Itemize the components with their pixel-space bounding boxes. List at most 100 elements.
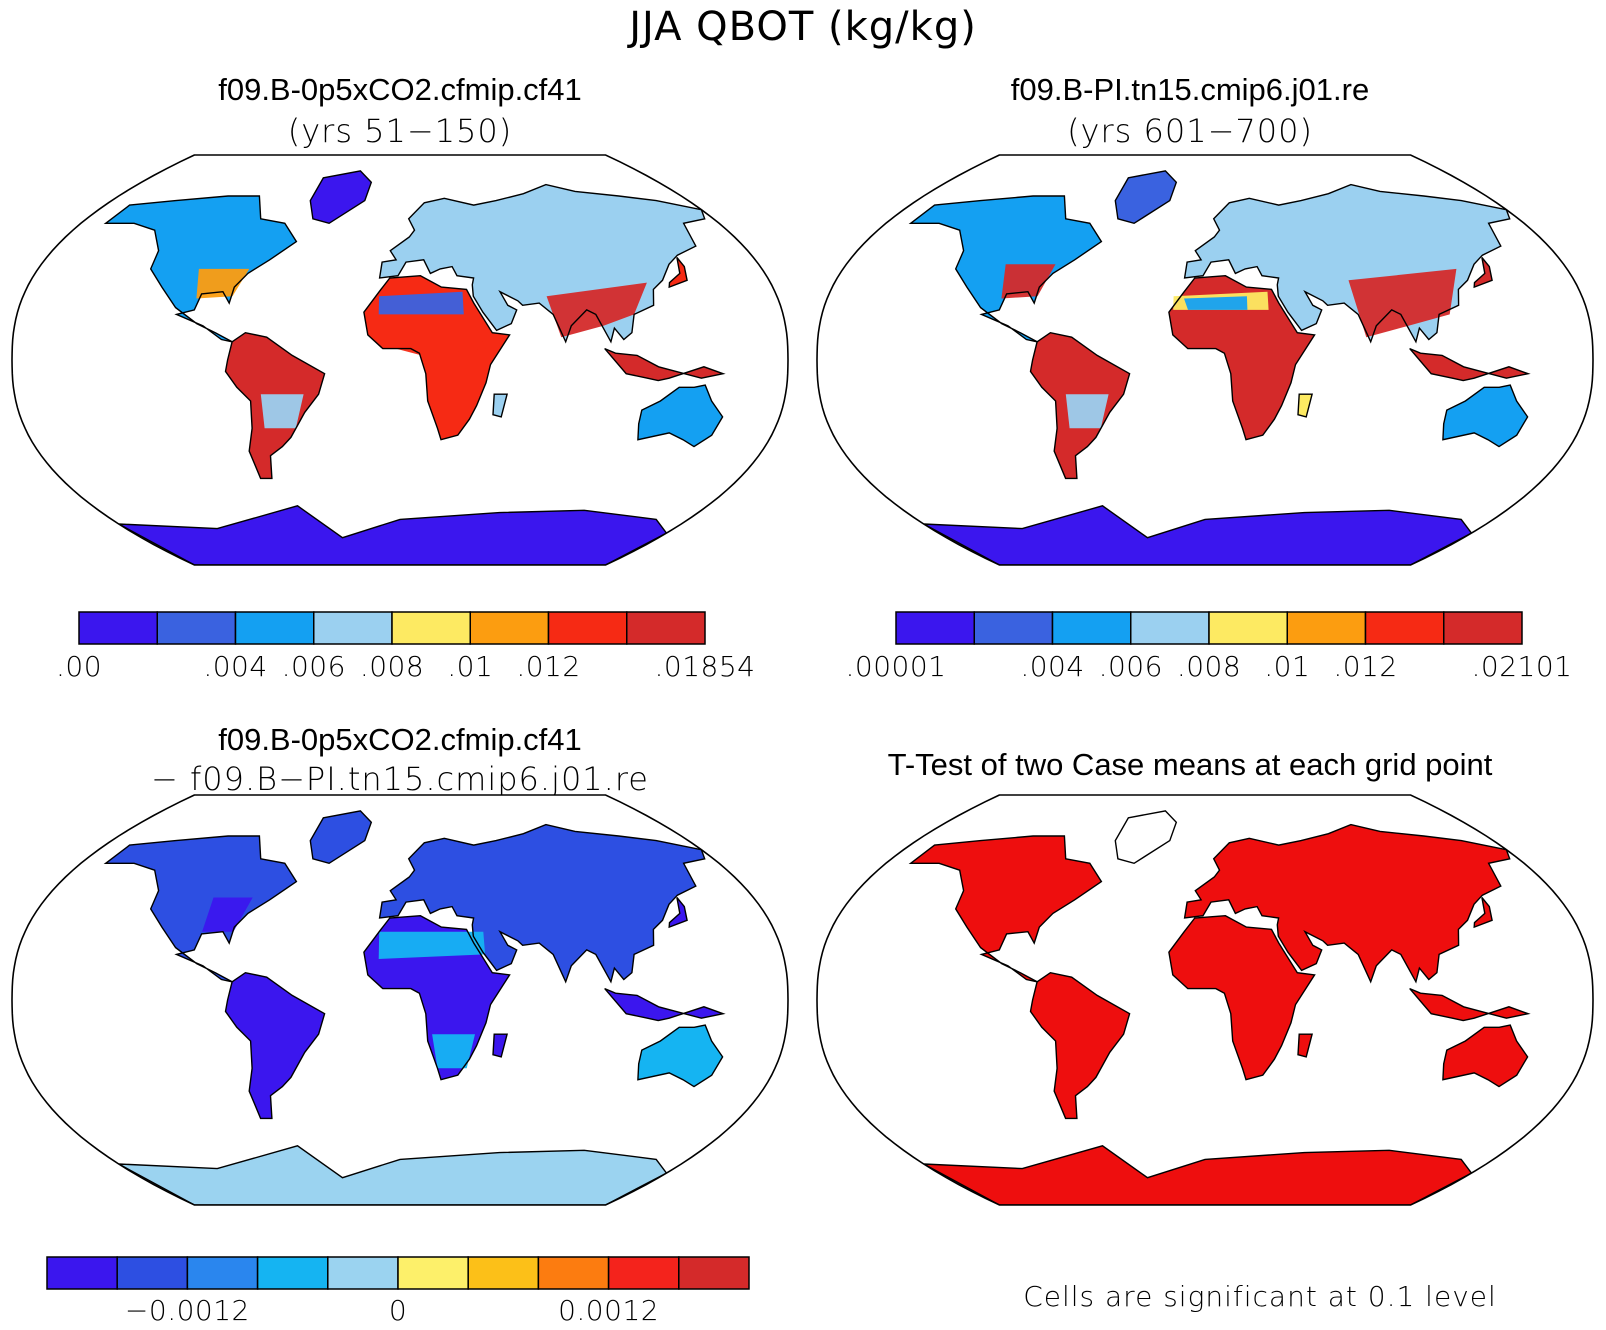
- panel1-title: f09.B-0p5xCO2.cfmip.cf41: [218, 72, 582, 107]
- map-border: [11, 794, 789, 1206]
- land-samerica: [1030, 972, 1130, 1119]
- colorbar-0p5xco2: [78, 611, 706, 645]
- map-panel-ttest: [816, 794, 1594, 1206]
- coastline-greenland: [1114, 170, 1178, 225]
- coastline-samerica: [224, 971, 326, 1120]
- colorbar-pi: [895, 611, 1523, 645]
- land-madagascar: [493, 1034, 508, 1057]
- colorbar-swatch: [46, 1256, 118, 1290]
- colorbar-0p5xco2-labels: .00 .004 .006 .008 .01 .012 .01854: [56, 650, 755, 686]
- coastline-eurasia: [378, 183, 706, 344]
- land-eurasia: [379, 824, 705, 982]
- colorbar-difference: [46, 1256, 750, 1290]
- land-indonesia: [1409, 348, 1529, 381]
- land-namerica: [910, 836, 1102, 982]
- colorbar-swatch: [1443, 611, 1523, 645]
- land-australia: [1442, 385, 1528, 447]
- land-madagascar: [1298, 394, 1313, 417]
- colorbar-swatch: [973, 611, 1054, 645]
- colorbar-tick-label: 0: [388, 1294, 408, 1327]
- map-border: [11, 154, 789, 566]
- coastline-madagascar: [492, 1033, 509, 1058]
- coastline-samerica: [1029, 331, 1131, 480]
- land-samerica: [225, 972, 325, 1119]
- coastline-australia: [1442, 384, 1529, 448]
- colorbar-swatch: [1130, 611, 1210, 645]
- coastline-namerica: [103, 835, 298, 983]
- colorbar-swatch: [256, 1256, 329, 1290]
- field-region: [1065, 394, 1109, 429]
- field-region: [432, 1034, 475, 1069]
- coastline-africa: [1168, 914, 1316, 1081]
- field-region: [1184, 296, 1248, 310]
- land-indonesia: [604, 348, 724, 381]
- colorbar-swatch: [678, 1256, 750, 1290]
- land-africa: [1168, 915, 1315, 1080]
- coastline-japan: [668, 897, 688, 929]
- colorbar-tick-label: .008: [1176, 650, 1242, 683]
- coastline-eurasia: [378, 823, 706, 984]
- coastline-greenland: [309, 170, 373, 225]
- land-antarctica: [923, 1145, 1472, 1205]
- field-region: [546, 282, 647, 338]
- land-greenland: [310, 170, 372, 224]
- colorbar-swatch: [469, 611, 550, 645]
- colorbar-swatch: [1208, 611, 1288, 645]
- land-indonesia: [604, 988, 724, 1021]
- colorbar-tick-label: .008: [359, 650, 425, 683]
- coastline-australia: [637, 1024, 724, 1088]
- land-australia: [637, 1025, 723, 1087]
- land-africa: [1168, 275, 1315, 440]
- coastline-antarctica: [118, 505, 668, 565]
- coastline-indonesia: [604, 987, 726, 1022]
- coastline-antarctica: [923, 1145, 1473, 1205]
- land-antarctica: [118, 1145, 667, 1205]
- coastline-madagascar: [1297, 1033, 1314, 1058]
- colorbar-swatch: [626, 611, 706, 645]
- colorbar-tick-label: .01: [447, 650, 494, 683]
- land-australia: [1442, 1025, 1528, 1087]
- field-region: [1001, 264, 1056, 299]
- coastline-eurasia: [1183, 183, 1511, 344]
- coastline-namerica: [908, 835, 1103, 983]
- field-region: [202, 897, 253, 932]
- panel3-subtitle: − f09.B−PI.tn15.cmip6.j01.re: [151, 760, 649, 798]
- map-panel-pi: [816, 154, 1594, 566]
- colorbar-tick-label: .004: [203, 650, 268, 683]
- coastline-samerica: [224, 331, 326, 480]
- land-africa: [363, 275, 510, 440]
- colorbar-tick-label: .012: [516, 650, 581, 683]
- colorbar-tick-label: .00: [55, 650, 103, 683]
- map-panel-0p5xco2: [11, 154, 789, 566]
- panel1-subtitle: (yrs 51−150): [287, 112, 513, 150]
- land-indonesia: [1409, 988, 1529, 1021]
- map-border: [816, 154, 1594, 566]
- colorbar-swatch: [391, 611, 471, 645]
- colorbar-swatch: [547, 611, 628, 645]
- colorbar-pi-labels: .00001 .004 .006 .008 .01 .012 .02101: [846, 650, 1572, 686]
- map-border: [816, 794, 1594, 1206]
- coastline-africa: [363, 914, 511, 1081]
- panel3-title: f09.B-0p5xCO2.cfmip.cf41: [218, 722, 582, 757]
- main-title: JJA QBOT (kg/kg): [629, 4, 977, 50]
- coastline-australia: [1442, 1024, 1529, 1088]
- coastline-samerica: [1029, 971, 1131, 1120]
- coastline-japan: [668, 257, 688, 289]
- colorbar-swatch: [313, 611, 393, 645]
- panel2-title: f09.B-PI.tn15.cmip6.j01.re: [1010, 72, 1370, 107]
- colorbar-swatch: [1286, 611, 1367, 645]
- coastline-madagascar: [492, 393, 509, 418]
- colorbar-swatch: [397, 1256, 469, 1290]
- colorbar-swatch: [78, 611, 158, 645]
- coastline-namerica: [908, 195, 1103, 343]
- coastline-japan: [1473, 257, 1493, 289]
- colorbar-tick-label: .006: [1098, 650, 1163, 683]
- colorbar-tick-label: .00001: [845, 650, 947, 683]
- colorbar-swatch: [467, 1256, 540, 1290]
- colorbar-difference-labels: −0.0012 0 0.0012: [46, 1294, 750, 1330]
- panel4-title: T-Test of two Case means at each grid po…: [887, 747, 1493, 782]
- coastline-madagascar: [1297, 393, 1314, 418]
- coastline-japan: [1473, 897, 1493, 929]
- land-greenland: [310, 810, 372, 864]
- coastline-antarctica: [923, 505, 1473, 565]
